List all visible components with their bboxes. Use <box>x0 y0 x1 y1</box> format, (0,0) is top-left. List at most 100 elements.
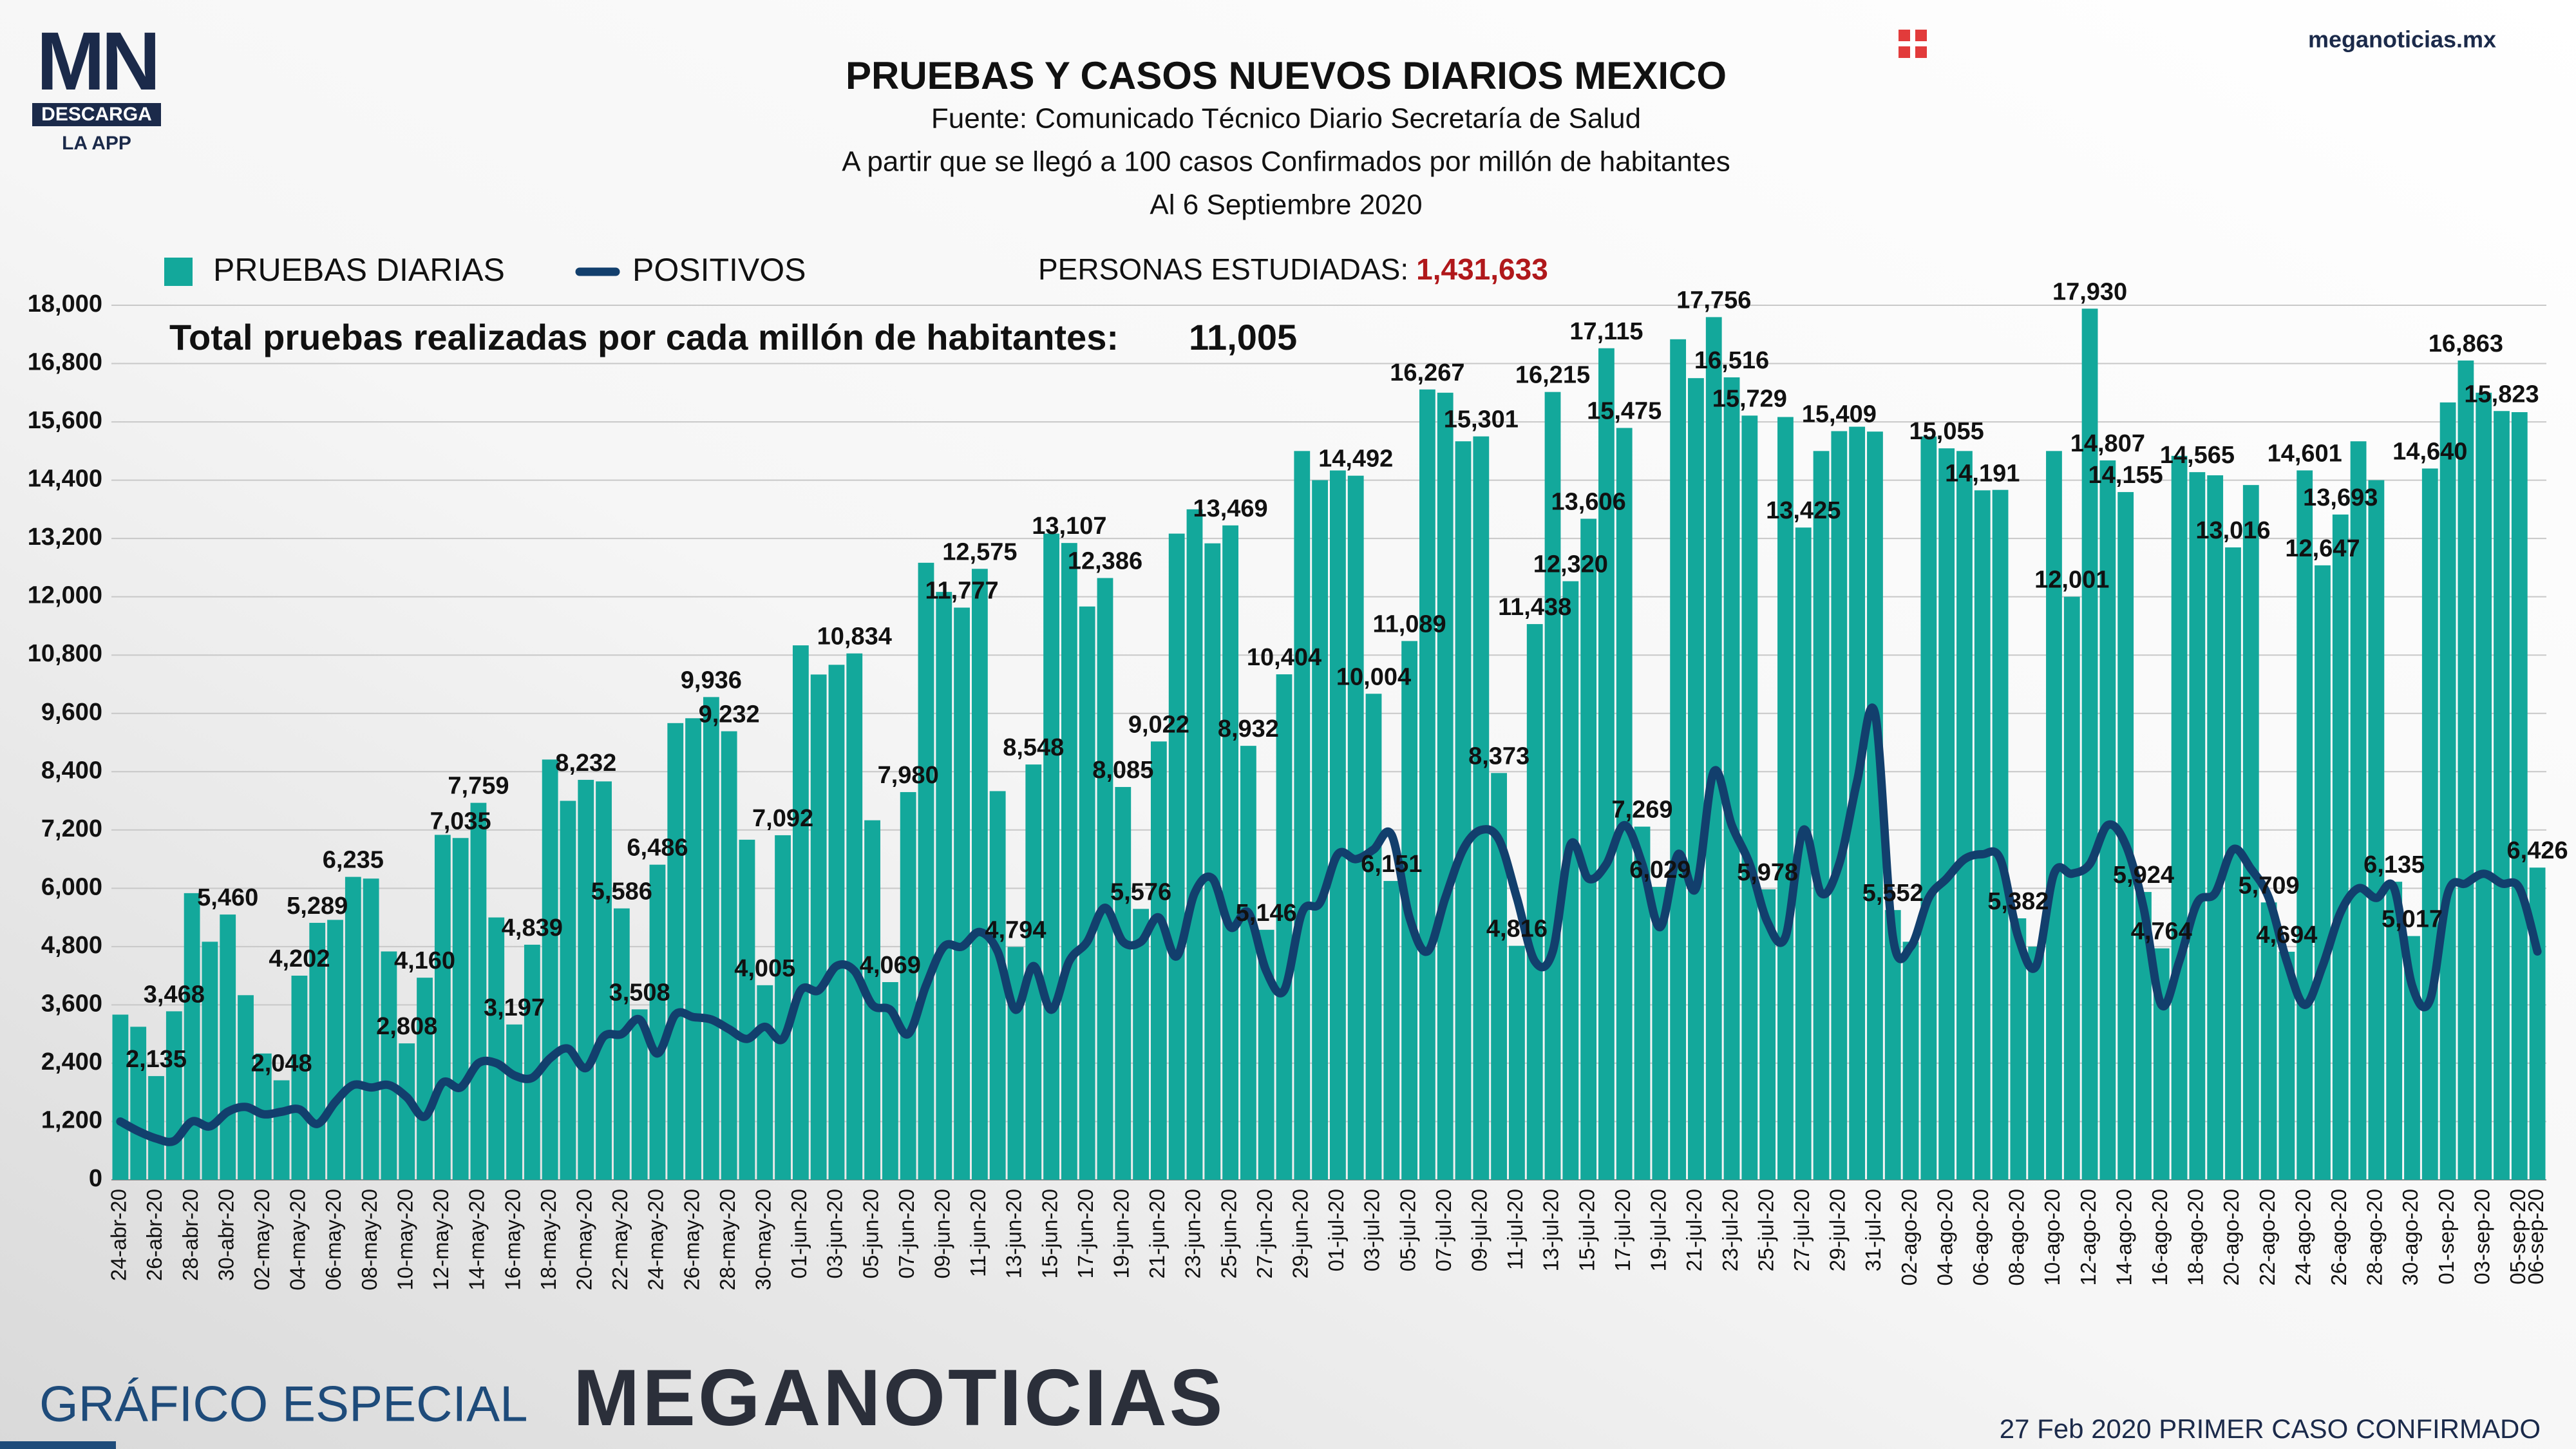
value-label: 7,092 <box>752 805 813 832</box>
x-tick-label: 10-may-20 <box>393 1189 417 1291</box>
value-label: 12,320 <box>1533 551 1608 578</box>
x-tick-label: 01-jul-20 <box>1324 1189 1348 1271</box>
y-tick-label: 6,000 <box>41 873 102 900</box>
bar <box>112 1014 129 1180</box>
value-label: 4,764 <box>2131 918 2192 945</box>
x-tick-label: 11-jun-20 <box>966 1189 990 1277</box>
bar <box>524 944 540 1180</box>
x-tick-label: 03-jun-20 <box>823 1189 847 1278</box>
legend-label: POSITIVOS <box>632 252 806 288</box>
x-tick-label: 07-jul-20 <box>1432 1189 1455 1271</box>
bar <box>1974 490 1991 1180</box>
x-tick-label: 24-ago-20 <box>2291 1189 2315 1285</box>
value-label: 8,085 <box>1092 757 1153 784</box>
y-tick-label: 2,400 <box>41 1048 102 1075</box>
bar <box>971 569 988 1180</box>
x-tick-label: 22-ago-20 <box>2255 1189 2279 1285</box>
x-tick-label: 12-ago-20 <box>2076 1189 2100 1285</box>
x-tick-label: 28-may-20 <box>715 1189 739 1291</box>
value-label: 5,709 <box>2239 872 2300 899</box>
bar <box>2368 480 2385 1180</box>
legend-swatch <box>164 258 193 286</box>
bar <box>560 800 576 1180</box>
bar <box>739 839 755 1180</box>
value-label: 16,516 <box>1694 347 1769 374</box>
bar <box>1473 436 1490 1180</box>
bar <box>954 607 970 1180</box>
value-label: 10,004 <box>1336 663 1411 690</box>
value-label: 15,409 <box>1802 401 1877 428</box>
bar <box>1741 415 1758 1180</box>
y-tick-label: 12,000 <box>28 582 102 609</box>
x-tick-label: 30-ago-20 <box>2398 1189 2422 1285</box>
x-tick-label: 10-ago-20 <box>2040 1189 2064 1285</box>
x-tick-label: 27-jul-20 <box>1790 1189 1814 1271</box>
bar <box>2171 455 2188 1180</box>
bar <box>1276 674 1293 1180</box>
footer-note: 27 Feb 2020 PRIMER CASO CONFIRMADO <box>2000 1414 2541 1444</box>
bar <box>291 975 308 1180</box>
value-label: 4,202 <box>269 945 330 972</box>
share-icon <box>1899 30 1927 58</box>
value-label: 6,235 <box>323 847 384 874</box>
value-label: 12,001 <box>2034 567 2109 594</box>
y-tick-label: 7,200 <box>41 815 102 842</box>
bar <box>166 1011 182 1180</box>
bar <box>1383 880 1400 1180</box>
value-label: 14,640 <box>2392 439 2467 466</box>
y-tick-label: 9,600 <box>41 699 102 726</box>
bar <box>1831 431 1848 1180</box>
bar <box>828 665 845 1180</box>
bar <box>1330 470 1346 1180</box>
icon-line <box>1899 41 1927 46</box>
value-label: 11,089 <box>1373 611 1446 638</box>
y-tick-label: 3,600 <box>41 990 102 1017</box>
x-tick-label: 20-may-20 <box>572 1189 596 1291</box>
bar <box>220 914 236 1180</box>
chart-subtitle: A partir que se llegó a 100 casos Confir… <box>842 146 1730 178</box>
value-label: 4,839 <box>502 914 563 942</box>
bar <box>578 779 594 1180</box>
x-tick-label: 03-jul-20 <box>1360 1189 1384 1271</box>
bar <box>1902 942 1919 1180</box>
total-value: 11,005 <box>1189 317 1297 357</box>
bar <box>596 781 612 1180</box>
x-tick-label: 18-may-20 <box>536 1189 560 1291</box>
bar <box>1670 339 1687 1180</box>
bar <box>721 731 737 1180</box>
bar <box>2494 411 2510 1180</box>
y-tick-label: 16,800 <box>28 349 102 376</box>
legend-label: PRUEBAS DIARIAS <box>213 252 505 288</box>
bar <box>1294 451 1311 1180</box>
total-label: Total pruebas realizadas por cada millón… <box>169 317 1119 357</box>
value-label: 15,475 <box>1587 398 1662 425</box>
value-label: 15,823 <box>2464 381 2539 408</box>
bar <box>1043 533 1059 1180</box>
bar <box>2242 485 2259 1180</box>
value-label: 5,586 <box>591 878 652 905</box>
x-tick-label: 30-may-20 <box>751 1189 775 1291</box>
value-label: 4,069 <box>860 952 921 979</box>
bar <box>327 920 343 1180</box>
value-label: 4,816 <box>1486 916 1548 943</box>
value-label: 10,834 <box>817 623 892 650</box>
value-label: 8,932 <box>1218 715 1279 743</box>
value-label: 11,438 <box>1498 594 1571 621</box>
bar <box>649 864 666 1180</box>
bar <box>148 1075 164 1180</box>
x-tick-label: 13-jul-20 <box>1539 1189 1563 1271</box>
bar <box>1150 741 1167 1180</box>
bar <box>2315 565 2331 1180</box>
bar <box>202 942 218 1180</box>
bar <box>1312 480 1328 1180</box>
bar <box>2297 470 2313 1180</box>
bar <box>238 995 254 1180</box>
value-label: 8,232 <box>555 750 616 777</box>
value-label: 9,022 <box>1128 711 1189 738</box>
value-label: 14,565 <box>2160 442 2235 469</box>
x-tick-label: 16-may-20 <box>500 1189 524 1291</box>
value-label: 5,382 <box>1987 888 2049 915</box>
bar <box>1705 317 1722 1180</box>
logo-badge: DESCARGA <box>41 104 152 125</box>
x-tick-label: 30-abr-20 <box>214 1189 238 1281</box>
